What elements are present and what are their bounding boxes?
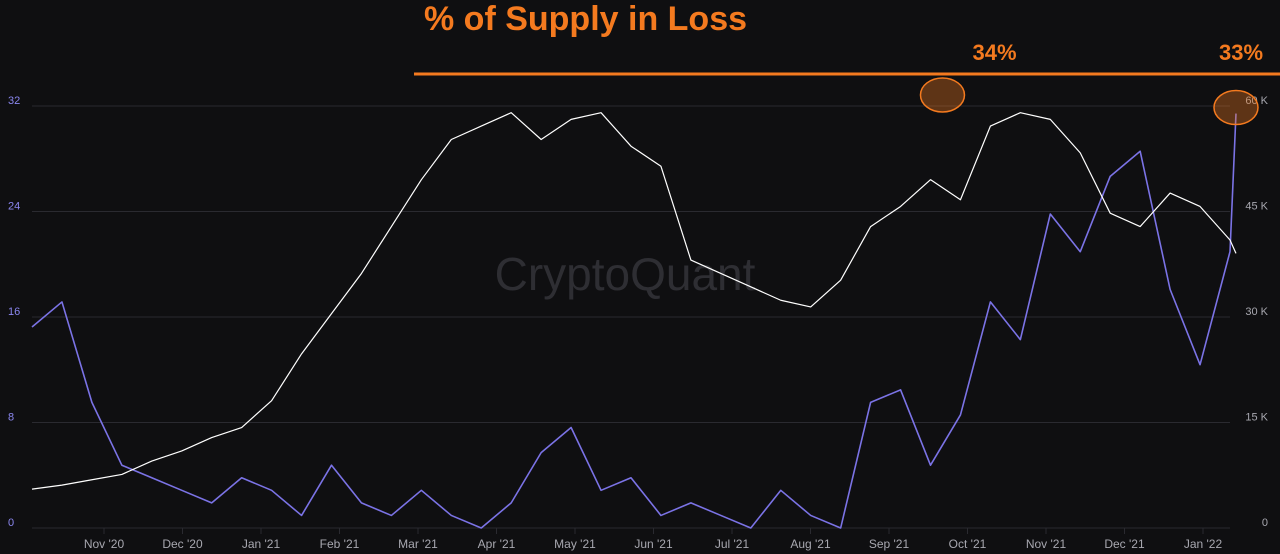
peak-marker bbox=[919, 77, 966, 113]
x-tick-label: Apr '21 bbox=[478, 537, 516, 551]
x-tick-label: Feb '21 bbox=[320, 537, 360, 551]
y-right-tick-label: 45 K bbox=[1245, 201, 1268, 213]
y-axis-right: 015 K30 K45 K60 K bbox=[1245, 95, 1268, 529]
x-tick-label: Dec '21 bbox=[1104, 537, 1145, 551]
x-tick-label: Sep '21 bbox=[869, 537, 910, 551]
x-tick-label: Dec '20 bbox=[162, 537, 203, 551]
y-left-tick-label: 24 bbox=[8, 201, 20, 213]
peak-label: 33% bbox=[1219, 40, 1263, 65]
peak-marker bbox=[1213, 89, 1259, 126]
x-tick-label: Oct '21 bbox=[949, 537, 987, 551]
x-tick-label: Nov '20 bbox=[84, 537, 125, 551]
y-right-tick-label: 30 K bbox=[1245, 306, 1268, 318]
annotations: 34% 33% bbox=[414, 40, 1280, 126]
y-left-tick-label: 8 bbox=[8, 412, 14, 424]
y-axis-left: 0 8 16 24 32 bbox=[8, 95, 20, 529]
x-tick-label: Mar '21 bbox=[398, 537, 438, 551]
x-tick-label: Jun '21 bbox=[634, 537, 673, 551]
x-tick-label: Aug '21 bbox=[790, 537, 831, 551]
x-tick-label: May '21 bbox=[554, 537, 596, 551]
price-line bbox=[31, 112, 1237, 490]
x-tick-label: Jan '21 bbox=[242, 537, 281, 551]
peak-label: 34% bbox=[972, 40, 1016, 65]
watermark: CryptoQuant bbox=[495, 248, 756, 300]
supply-loss-line bbox=[31, 113, 1237, 529]
y-right-tick-label: 0 bbox=[1262, 517, 1268, 529]
y-right-tick-label: 15 K bbox=[1245, 412, 1268, 424]
y-left-tick-label: 0 bbox=[8, 517, 14, 529]
series-lines bbox=[31, 112, 1237, 529]
x-tick-label: Nov '21 bbox=[1026, 537, 1067, 551]
chart-title: % of Supply in Loss bbox=[424, 0, 748, 38]
y-left-tick-label: 16 bbox=[8, 306, 20, 318]
grid-lines bbox=[32, 105, 1230, 529]
x-tick-label: Jan '22 bbox=[1184, 537, 1223, 551]
x-tick-label: Jul '21 bbox=[715, 537, 750, 551]
y-left-tick-label: 32 bbox=[8, 95, 20, 107]
x-axis: Nov '20 Dec '20 Jan '21 Feb '21 Mar '21 Apr '… bbox=[84, 528, 1223, 551]
